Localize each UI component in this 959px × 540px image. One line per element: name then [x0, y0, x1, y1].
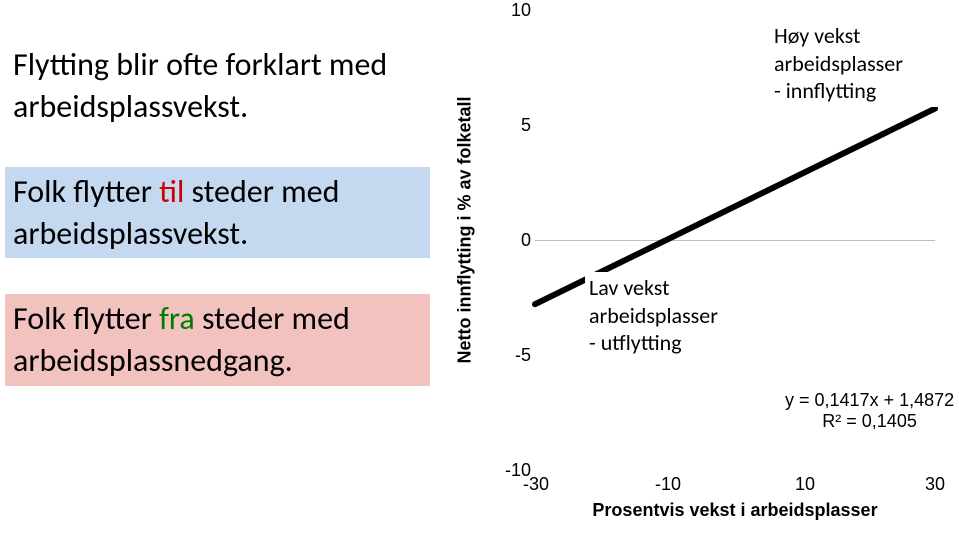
annotation-low-l3: - utflytting: [589, 329, 682, 356]
regression-equation: y = 0,1417x + 1,4872 R² = 0,1405: [785, 390, 954, 432]
xtick-10: 10: [795, 474, 815, 495]
x-axis-title: Prosentvis vekst i arbeidsplasser: [535, 500, 935, 521]
left-text-column: Flytting blir ofte forklart med arbeidsp…: [5, 40, 430, 422]
xtick-30: 30: [925, 474, 945, 495]
paragraph-fra: Folk flytter fra steder med arbeidsplass…: [5, 294, 430, 385]
annotation-high-l3: - innflytting: [774, 77, 876, 104]
xtick--30: -30: [523, 474, 549, 495]
ytick-5: 5: [491, 115, 531, 136]
paragraph-intro: Flytting blir ofte forklart med arbeidsp…: [5, 40, 430, 131]
scatter-chart: Netto innflytting i % av folketall Prose…: [475, 0, 959, 540]
annotation-low-l2: arbeidsplasser: [589, 302, 718, 329]
y-axis-title: Netto innflytting i % av folketall: [455, 96, 476, 363]
annotation-high: Høy vekst arbeidsplasser - innflytting: [770, 20, 959, 107]
annotation-low-l1: Lav vekst: [589, 274, 670, 301]
ytick-0: 0: [491, 230, 531, 251]
paragraph-til: Folk flytter til steder med arbeidsplass…: [5, 167, 430, 258]
equation-line2: R² = 0,1405: [822, 411, 917, 431]
ytick--5: -5: [491, 345, 531, 366]
p3-pre: Folk flytter: [13, 299, 159, 338]
p2-em: til: [159, 172, 184, 211]
ytick-10: 10: [491, 0, 531, 21]
xtick--10: -10: [655, 474, 681, 495]
equation-line1: y = 0,1417x + 1,4872: [785, 390, 954, 410]
annotation-high-l2: arbeidsplasser: [774, 50, 903, 77]
p3-em: fra: [159, 299, 195, 338]
p2-pre: Folk flytter: [13, 172, 159, 211]
annotation-high-l1: Høy vekst: [774, 22, 860, 49]
annotation-low: Lav vekst arbeidsplasser - utflytting: [585, 272, 773, 359]
